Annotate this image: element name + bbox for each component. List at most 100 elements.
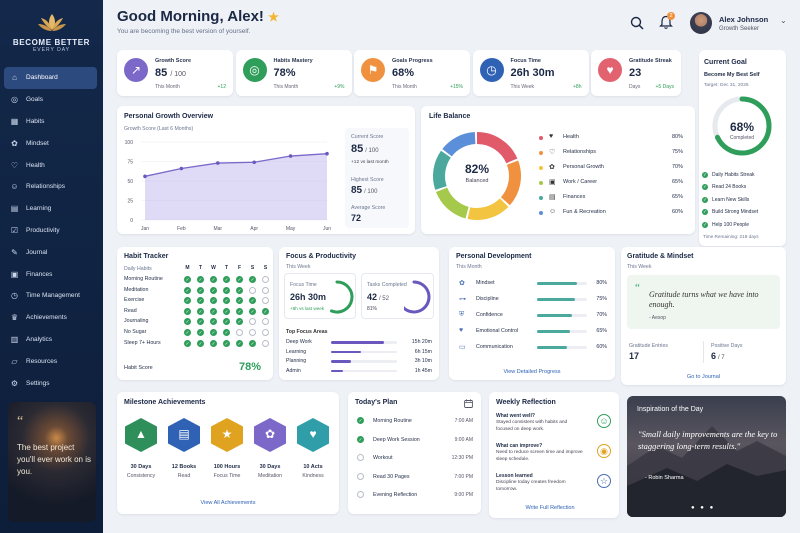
habit-check-empty[interactable] [236, 329, 243, 336]
habit-check-done[interactable]: ✓ [210, 339, 217, 347]
habit-check-empty[interactable] [249, 286, 256, 294]
habit-check-done[interactable]: ✓ [184, 297, 191, 305]
habit-check-empty[interactable] [262, 286, 269, 294]
habit-check-empty[interactable] [249, 318, 256, 326]
habit-check-done[interactable]: ✓ [210, 329, 217, 336]
sidebar-item-journal[interactable]: ✎ Journal [4, 241, 97, 263]
habit-check-empty[interactable] [262, 297, 269, 305]
habit-check-done[interactable]: ✓ [223, 318, 230, 326]
plan-check-empty[interactable] [357, 491, 364, 498]
carousel-dots[interactable]: ● ● ● [691, 505, 716, 511]
habit-check-done[interactable]: ✓ [210, 318, 217, 326]
habit-check-done[interactable]: ✓ [197, 339, 204, 347]
brain-icon: ✿ [459, 280, 465, 287]
page-subtitle: You are becoming the best version of you… [117, 28, 251, 35]
habit-check-done[interactable]: ✓ [236, 297, 243, 305]
search-icon[interactable] [630, 16, 644, 30]
habit-check-done[interactable]: ✓ [223, 297, 230, 305]
habit-check-done[interactable]: ✓ [184, 318, 191, 326]
sidebar-item-achievements[interactable]: ♛ Achievements [4, 307, 97, 329]
sidebar-item-dashboard[interactable]: ⌂ Dashboard [4, 67, 97, 89]
habit-check-done[interactable]: ✓ [184, 286, 191, 294]
habit-check-done[interactable]: ✓ [249, 276, 256, 283]
habit-check-done[interactable]: ✓ [197, 297, 204, 305]
stat-card-gratitude-streak[interactable]: ♥ Gratitude Streak 23 Days +5 Days [591, 50, 681, 96]
sidebar-item-label: Habits [26, 117, 45, 125]
habit-check-done[interactable]: ✓ [236, 318, 243, 326]
sidebar-item-habits[interactable]: ▦ Habits [4, 111, 97, 133]
life-balance-item[interactable]: ☺ Fun & Recreation 60% [539, 207, 689, 222]
stat-card-growth-score[interactable]: ↗ Growth Score 85 / 100 This Month +12 [117, 50, 233, 96]
habit-check-done[interactable]: ✓ [236, 339, 243, 347]
stat-card-focus-time[interactable]: ◷ Focus Time 26h 30m This Week +8h [472, 50, 589, 96]
habit-check-done[interactable]: ✓ [210, 276, 217, 283]
habit-check-empty[interactable] [249, 329, 256, 336]
habit-check-done[interactable]: ✓ [184, 329, 191, 336]
day-header: F [237, 265, 242, 271]
habit-check-done[interactable]: ✓ [249, 297, 256, 305]
life-balance-item[interactable]: ✿ Personal Growth 70% [539, 162, 689, 177]
focus-title: Focus & Productivity [286, 253, 357, 260]
mood-happy-icon[interactable]: ☺ [597, 414, 611, 428]
habit-check-empty[interactable] [262, 339, 269, 347]
sidebar-item-learning[interactable]: ▤ Learning [4, 198, 97, 220]
plan-check-done[interactable]: ✓ [357, 417, 364, 424]
habit-check-done[interactable]: ✓ [197, 286, 204, 294]
habit-check-done[interactable]: ✓ [236, 286, 243, 294]
habit-check-empty[interactable] [262, 276, 269, 283]
sidebar-item-health[interactable]: ♡ Health [4, 154, 97, 176]
habit-check-done[interactable]: ✓ [197, 307, 204, 315]
plan-check-done[interactable]: ✓ [357, 435, 364, 443]
sidebar-item-relationships[interactable]: ☺ Relationships [4, 176, 97, 198]
habit-check-done[interactable]: ✓ [236, 307, 243, 315]
habit-check-done[interactable]: ✓ [249, 307, 256, 315]
life-balance-item[interactable]: ♡ Relationships 75% [539, 147, 689, 162]
chevron-down-icon[interactable]: ⌄ [780, 16, 787, 25]
habit-check-done[interactable]: ✓ [223, 339, 230, 347]
mood-neutral-icon[interactable]: ◉ [597, 444, 611, 458]
data-point [143, 174, 147, 179]
view-progress-link[interactable]: View Detailed Progress [503, 369, 561, 375]
sidebar-item-mindset[interactable]: ✿ Mindset [4, 132, 97, 154]
habit-check-done[interactable]: ✓ [184, 339, 191, 347]
sidebar-item-settings[interactable]: ⚙ Settings [4, 372, 97, 394]
habit-check-done[interactable]: ✓ [197, 276, 204, 283]
sidebar-item-analytics[interactable]: ▥ Analytics [4, 329, 97, 351]
habit-check-done[interactable]: ✓ [210, 297, 217, 305]
habit-check-done[interactable]: ✓ [210, 307, 217, 315]
clock-icon: ◷ [479, 58, 504, 82]
habit-check-empty[interactable] [262, 329, 269, 336]
habit-check-done[interactable]: ✓ [249, 339, 256, 347]
habit-check-done[interactable]: ✓ [223, 276, 230, 283]
avatar[interactable] [690, 12, 712, 34]
habit-check-empty[interactable] [262, 318, 269, 326]
view-achievements-link[interactable]: View All Achievements [200, 500, 256, 506]
stat-card-habits-mastery[interactable]: ◎ Habits Mastery 78% This Month +9% [235, 50, 352, 96]
plan-check-empty[interactable] [357, 454, 364, 461]
focus-area-bar [331, 369, 343, 372]
habit-check-done[interactable]: ✓ [223, 286, 230, 294]
sidebar-item-finances[interactable]: ▣ Finances [4, 263, 97, 285]
calendar-icon[interactable] [464, 399, 473, 408]
stat-card-goals-progress[interactable]: ⚑ Goals Progress 68% This Month +15% [354, 50, 470, 96]
sidebar-item-goals[interactable]: ◎ Goals [4, 89, 97, 111]
life-balance-item[interactable]: ▣ Work / Career 65% [539, 177, 689, 192]
habit-check-done[interactable]: ✓ [223, 307, 230, 315]
sidebar-item-resources[interactable]: ▱ Resources [4, 350, 97, 372]
habit-check-done[interactable]: ✓ [197, 329, 204, 336]
habit-check-done[interactable]: ✓ [262, 307, 269, 315]
mood-star-icon[interactable]: ☆ [597, 474, 611, 488]
habit-check-done[interactable]: ✓ [184, 276, 191, 283]
habit-check-done[interactable]: ✓ [236, 276, 243, 283]
habit-check-done[interactable]: ✓ [223, 329, 230, 336]
plan-check-empty[interactable] [357, 472, 364, 480]
sidebar-item-time-management[interactable]: ◷ Time Management [4, 285, 97, 307]
habit-check-done[interactable]: ✓ [197, 318, 204, 326]
habit-check-done[interactable]: ✓ [184, 307, 191, 315]
write-reflection-link[interactable]: Write Full Reflection [525, 505, 575, 511]
sidebar-item-productivity[interactable]: ☑ Productivity [4, 220, 97, 242]
habit-check-done[interactable]: ✓ [210, 286, 217, 294]
life-balance-item[interactable]: ▤ Finances 65% [539, 192, 689, 207]
life-balance-item[interactable]: ♥ Health 80% [539, 132, 689, 147]
go-to-journal-link[interactable]: Go to Journal [686, 374, 721, 380]
